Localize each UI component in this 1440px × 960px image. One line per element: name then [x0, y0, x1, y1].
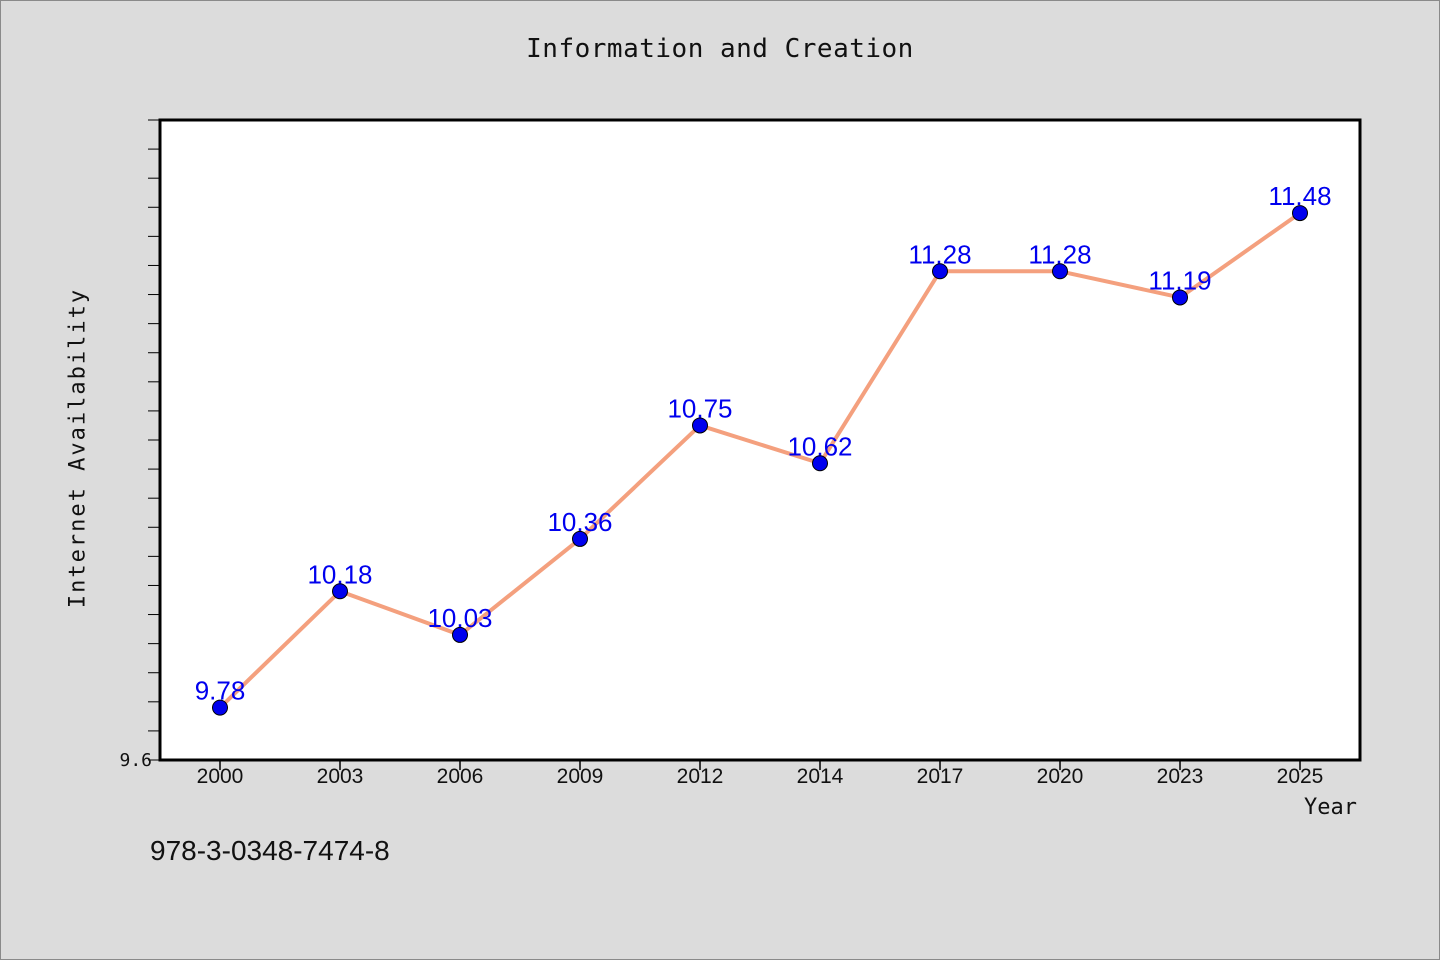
y-tick-label: 9.6: [119, 750, 152, 771]
data-label: 10.18: [307, 559, 372, 589]
series-line: [218, 211, 1302, 710]
chart-title: Information and Creation: [526, 34, 914, 64]
data-point: [1172, 289, 1188, 306]
data-point: [812, 455, 828, 472]
data-label: 10.03: [427, 603, 492, 633]
data-point: [332, 583, 348, 600]
plot-area: [158, 118, 1362, 762]
data-point: [932, 263, 948, 280]
data-label: 10.36: [547, 507, 612, 537]
data-label: 11.28: [1028, 239, 1091, 269]
data-label: 10.62: [787, 431, 852, 461]
x-tick-label: 2003: [317, 765, 364, 788]
data-point: [212, 699, 228, 716]
data-label: 11.28: [908, 239, 971, 269]
data-point: [452, 626, 468, 643]
data-label: 11.48: [1268, 181, 1331, 211]
data-label: 9.78: [195, 676, 246, 706]
data-point: [1052, 263, 1068, 280]
x-tick-label: 2023: [1157, 765, 1204, 788]
x-axis-ticks: 2000 2003 2006 2009 2012 2014 2017 2020 2023 2025: [197, 760, 1324, 788]
series-group: 9.78 10.18 10.03 10.36 10.75 10.62 11.28 11.28 1…: [195, 181, 1332, 716]
y-axis-ticks: 9.6: [119, 119, 160, 771]
x-tick-label: 2017: [917, 765, 964, 788]
x-tick-label: 2020: [1037, 765, 1084, 788]
x-tick-label: 2006: [437, 765, 484, 788]
x-tick-label: 2000: [197, 765, 244, 788]
data-label: 10.75: [667, 393, 732, 423]
x-tick-label: 2014: [797, 765, 844, 788]
data-point: [1292, 205, 1308, 222]
isbn-caption: 978-3-0348-7474-8: [150, 835, 390, 866]
x-tick-label: 2025: [1277, 765, 1324, 788]
data-label: 11.19: [1148, 265, 1211, 295]
data-point: [692, 417, 708, 434]
x-axis-label: Year: [1304, 795, 1357, 820]
x-tick-label: 2009: [557, 765, 604, 788]
data-point: [572, 530, 588, 547]
x-tick-label: 2012: [677, 765, 724, 788]
